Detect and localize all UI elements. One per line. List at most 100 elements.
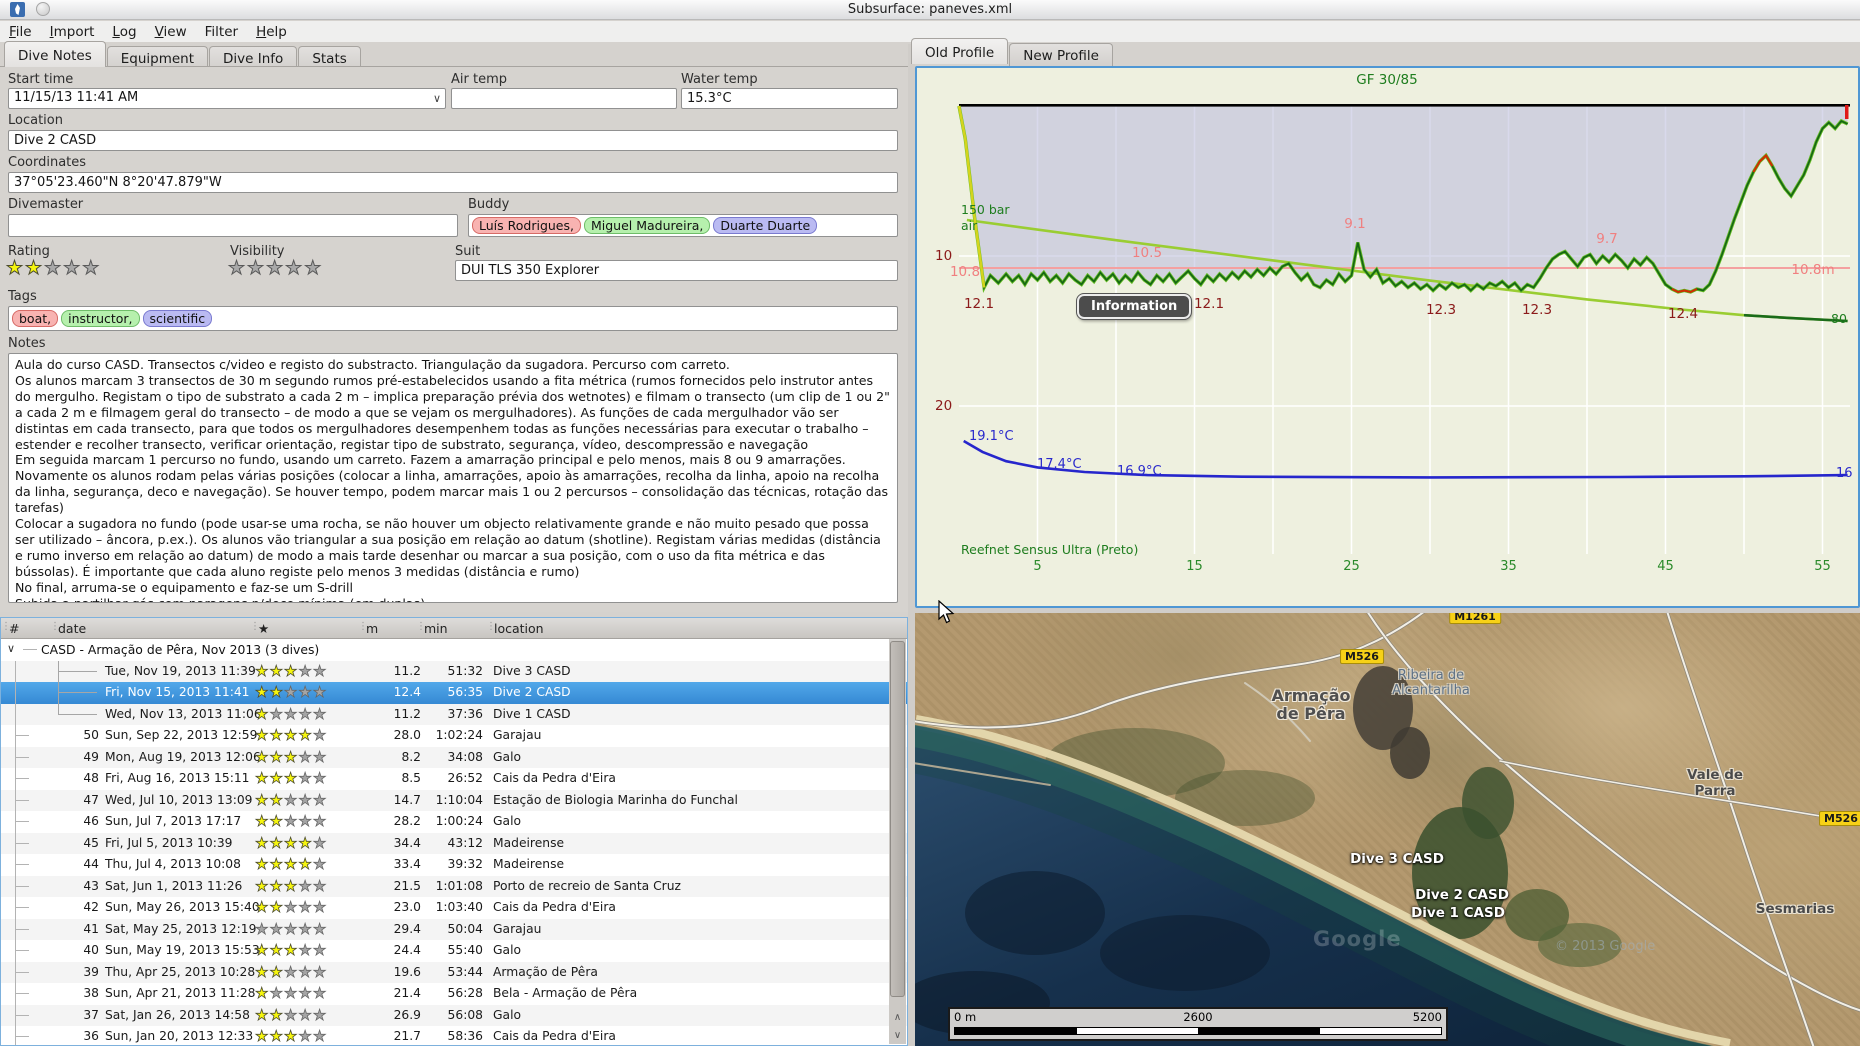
tree-line [15, 993, 29, 994]
profile-plot [917, 68, 1858, 610]
tab-dive-notes[interactable]: Dive Notes [4, 41, 106, 67]
start-time-combobox[interactable]: 11/15/13 11:41 AM ∨ [8, 88, 446, 109]
information-tooltip[interactable]: Information [1075, 293, 1193, 320]
tab-new-profile[interactable]: New Profile [1009, 43, 1113, 67]
tree-line [58, 670, 97, 672]
buddy-label: Buddy [468, 197, 510, 212]
visibility-star[interactable]: ★ [227, 257, 248, 280]
menu-help[interactable]: Help [256, 24, 287, 40]
tab-old-profile[interactable]: Old Profile [911, 38, 1009, 64]
dive-row[interactable]: 47 Wed, Jul 10, 2013 13:09 ★★★★★ 14.7 1:10:0… [1, 789, 907, 811]
dive-profile-panel[interactable]: GF 30/85 150 bar air 80 10 20 12.1 12.1 12.3 12.3… [915, 66, 1860, 608]
rating-star[interactable]: ★ [5, 257, 26, 280]
col-header-0[interactable]: # [1, 621, 19, 636]
notes-textarea[interactable]: Aula do curso CASD. Transectos c/video e… [8, 353, 898, 603]
coordinates-field[interactable] [8, 172, 898, 193]
dive-row[interactable]: 44 Thu, Jul 4, 2013 10:08 ★★★★★ 33.4 39:32 Ma… [1, 854, 907, 876]
dive-notes-panel: Start time 11/15/13 11:41 AM ∨ Air temp … [0, 66, 908, 612]
water-temp-field[interactable] [681, 88, 898, 109]
dive-row[interactable]: 43 Sat, Jun 1, 2013 11:26 ★★★★★ 21.5 1:01:08… [1, 875, 907, 897]
dive-row[interactable]: 36 Sun, Jan 20, 2013 12:33 ★★★★★ 21.7 58:36 C… [1, 1026, 907, 1045]
chevron-down-icon[interactable]: ∨ [432, 92, 441, 105]
rating-star[interactable]: ★ [63, 257, 83, 280]
dive-row[interactable]: 40 Sun, May 19, 2013 15:53 ★★★★★ 24.4 55:40 G… [1, 940, 907, 962]
dive-number: 46 [83, 814, 99, 828]
dive-row[interactable]: 37 Sat, Jan 26, 2013 14:58 ★★★★★ 26.9 56:08 G… [1, 1004, 907, 1026]
menu-filter[interactable]: Filter [204, 24, 239, 40]
buddy-pill[interactable]: Luís Rodrigues, [472, 217, 581, 234]
tree-line [15, 821, 29, 822]
visibility-star[interactable]: ★ [304, 257, 324, 280]
dive-depth: 24.4 [393, 943, 421, 957]
col-header-1[interactable]: date [50, 621, 86, 636]
dive-row[interactable]: 41 Sat, May 25, 2013 12:19 ★★★★★ 29.4 50:04 G… [1, 918, 907, 940]
col-header-2[interactable]: ★ [250, 621, 269, 636]
buddy-field[interactable]: Luís Rodrigues, Miguel Madureira, Duarte D… [468, 214, 898, 237]
scrollbar-thumb[interactable] [890, 641, 905, 997]
dive-list-header[interactable]: # date ★ m min location [1, 618, 907, 639]
dive-row[interactable]: 46 Sun, Jul 7, 2013 17:17 ★★★★★ 28.2 1:00:24… [1, 811, 907, 833]
rating-star[interactable]: ★ [25, 257, 45, 280]
expander-icon[interactable]: ∨ [7, 642, 16, 655]
dive-row[interactable]: 39 Thu, Apr 25, 2013 10:28 ★★★★★ 19.6 53:44 A… [1, 961, 907, 983]
visibility-star[interactable]: ★ [266, 257, 286, 280]
dive-row[interactable]: 42 Sun, May 26, 2013 15:40 ★★★★★ 23.0 1:03:4… [1, 897, 907, 919]
tree-line [15, 907, 29, 908]
rating-star[interactable]: ★ [82, 257, 102, 280]
profile-label: 19.1°C [969, 429, 1014, 444]
col-header-4[interactable]: min [416, 621, 447, 636]
col-header-3[interactable]: m [358, 621, 378, 636]
dive-row[interactable]: 48 Fri, Aug 16, 2013 15:11 ★★★★★ 8.5 26:52 Ca… [1, 768, 907, 790]
dive-list-scrollbar[interactable]: ∧ ∨ [889, 639, 906, 1044]
tags-field[interactable]: boat, instructor, scientific [8, 306, 898, 331]
air-temp-field[interactable] [451, 88, 677, 109]
dive-location: Cais da Pedra d'Eira [493, 1029, 616, 1043]
dive-rating: ★★★★★ [255, 962, 328, 981]
water-temp-label: Water temp [681, 72, 758, 87]
place-label: Sesmarias [1755, 901, 1835, 917]
window-menu-icon[interactable] [36, 2, 50, 16]
menu-view[interactable]: View [154, 24, 187, 40]
menu-import[interactable]: Import [49, 24, 95, 40]
dive-depth: 19.6 [393, 964, 421, 979]
dive-depth: 21.5 [393, 878, 421, 893]
suit-field[interactable] [455, 260, 898, 281]
group-label: CASD - Armação de Pêra, Nov 2013 (3 dive… [41, 642, 320, 657]
dive-duration: 43:12 [447, 835, 483, 850]
vertical-splitter[interactable] [908, 44, 915, 1046]
dive-row[interactable]: 49 Mon, Aug 19, 2013 12:06 ★★★★★ 8.2 34:08 Ga… [1, 746, 907, 768]
divemaster-field[interactable] [8, 214, 458, 237]
dive-number: 42 [83, 900, 99, 914]
title-bar[interactable]: Subsurface: paneves.xml [0, 0, 1860, 20]
dive-rating: ★★★★★ [255, 661, 328, 680]
rating-star[interactable]: ★ [44, 257, 64, 280]
menu-log[interactable]: Log [112, 24, 137, 40]
scale-right: 5200 [1412, 1010, 1442, 1024]
dive-row[interactable]: 50 Sun, Sep 22, 2013 12:59 ★★★★★ 28.0 1:02:2… [1, 725, 907, 747]
dive-row[interactable]: 45 Fri, Jul 5, 2013 10:39 ★★★★★ 34.4 43:12 Ma… [1, 832, 907, 854]
horizontal-splitter[interactable] [915, 608, 1860, 613]
visibility-stars[interactable]: ★★★★★ [227, 257, 324, 280]
tag-pill[interactable]: instructor, [61, 310, 140, 327]
dive-row[interactable]: Fri, Nov 15, 2013 11:41 ★★★★★ 12.4 56:35 Div… [1, 682, 907, 704]
dive-group-row[interactable]: ∨ CASD - Armação de Pêra, Nov 2013 (3 div… [1, 639, 907, 661]
dive-duration: 37:36 [447, 706, 483, 721]
visibility-star[interactable]: ★ [247, 257, 267, 280]
location-field[interactable] [8, 130, 898, 151]
dive-row[interactable]: 38 Sun, Apr 21, 2013 11:28 ★★★★★ 21.4 56:28 B… [1, 983, 907, 1005]
buddy-pill[interactable]: Miguel Madureira, [583, 217, 711, 234]
scroll-down-icon[interactable]: ∨ [893, 1030, 902, 1041]
dive-row[interactable]: Wed, Nov 13, 2013 11:06 ★★★★★ 11.2 37:36 Div… [1, 703, 907, 725]
dive-depth: 12.4 [393, 685, 421, 699]
menu-file[interactable]: File [9, 24, 32, 40]
col-header-5[interactable]: location [486, 621, 544, 636]
scroll-up-icon[interactable]: ∧ [893, 1012, 902, 1023]
dive-site-map[interactable]: Armação de Pêra Ribeira de Alcantarilha Vale… [915, 613, 1860, 1046]
tag-pill[interactable]: boat, [12, 310, 59, 327]
visibility-star[interactable]: ★ [285, 257, 305, 280]
dive-row[interactable]: Tue, Nov 19, 2013 11:39 ★★★★★ 11.2 51:32 Div… [1, 660, 907, 682]
tag-pill[interactable]: scientific [142, 310, 213, 327]
rating-stars[interactable]: ★★★★★ [5, 257, 102, 280]
dive-depth: 21.4 [393, 986, 421, 1000]
buddy-pill[interactable]: Duarte Duarte [713, 217, 818, 234]
